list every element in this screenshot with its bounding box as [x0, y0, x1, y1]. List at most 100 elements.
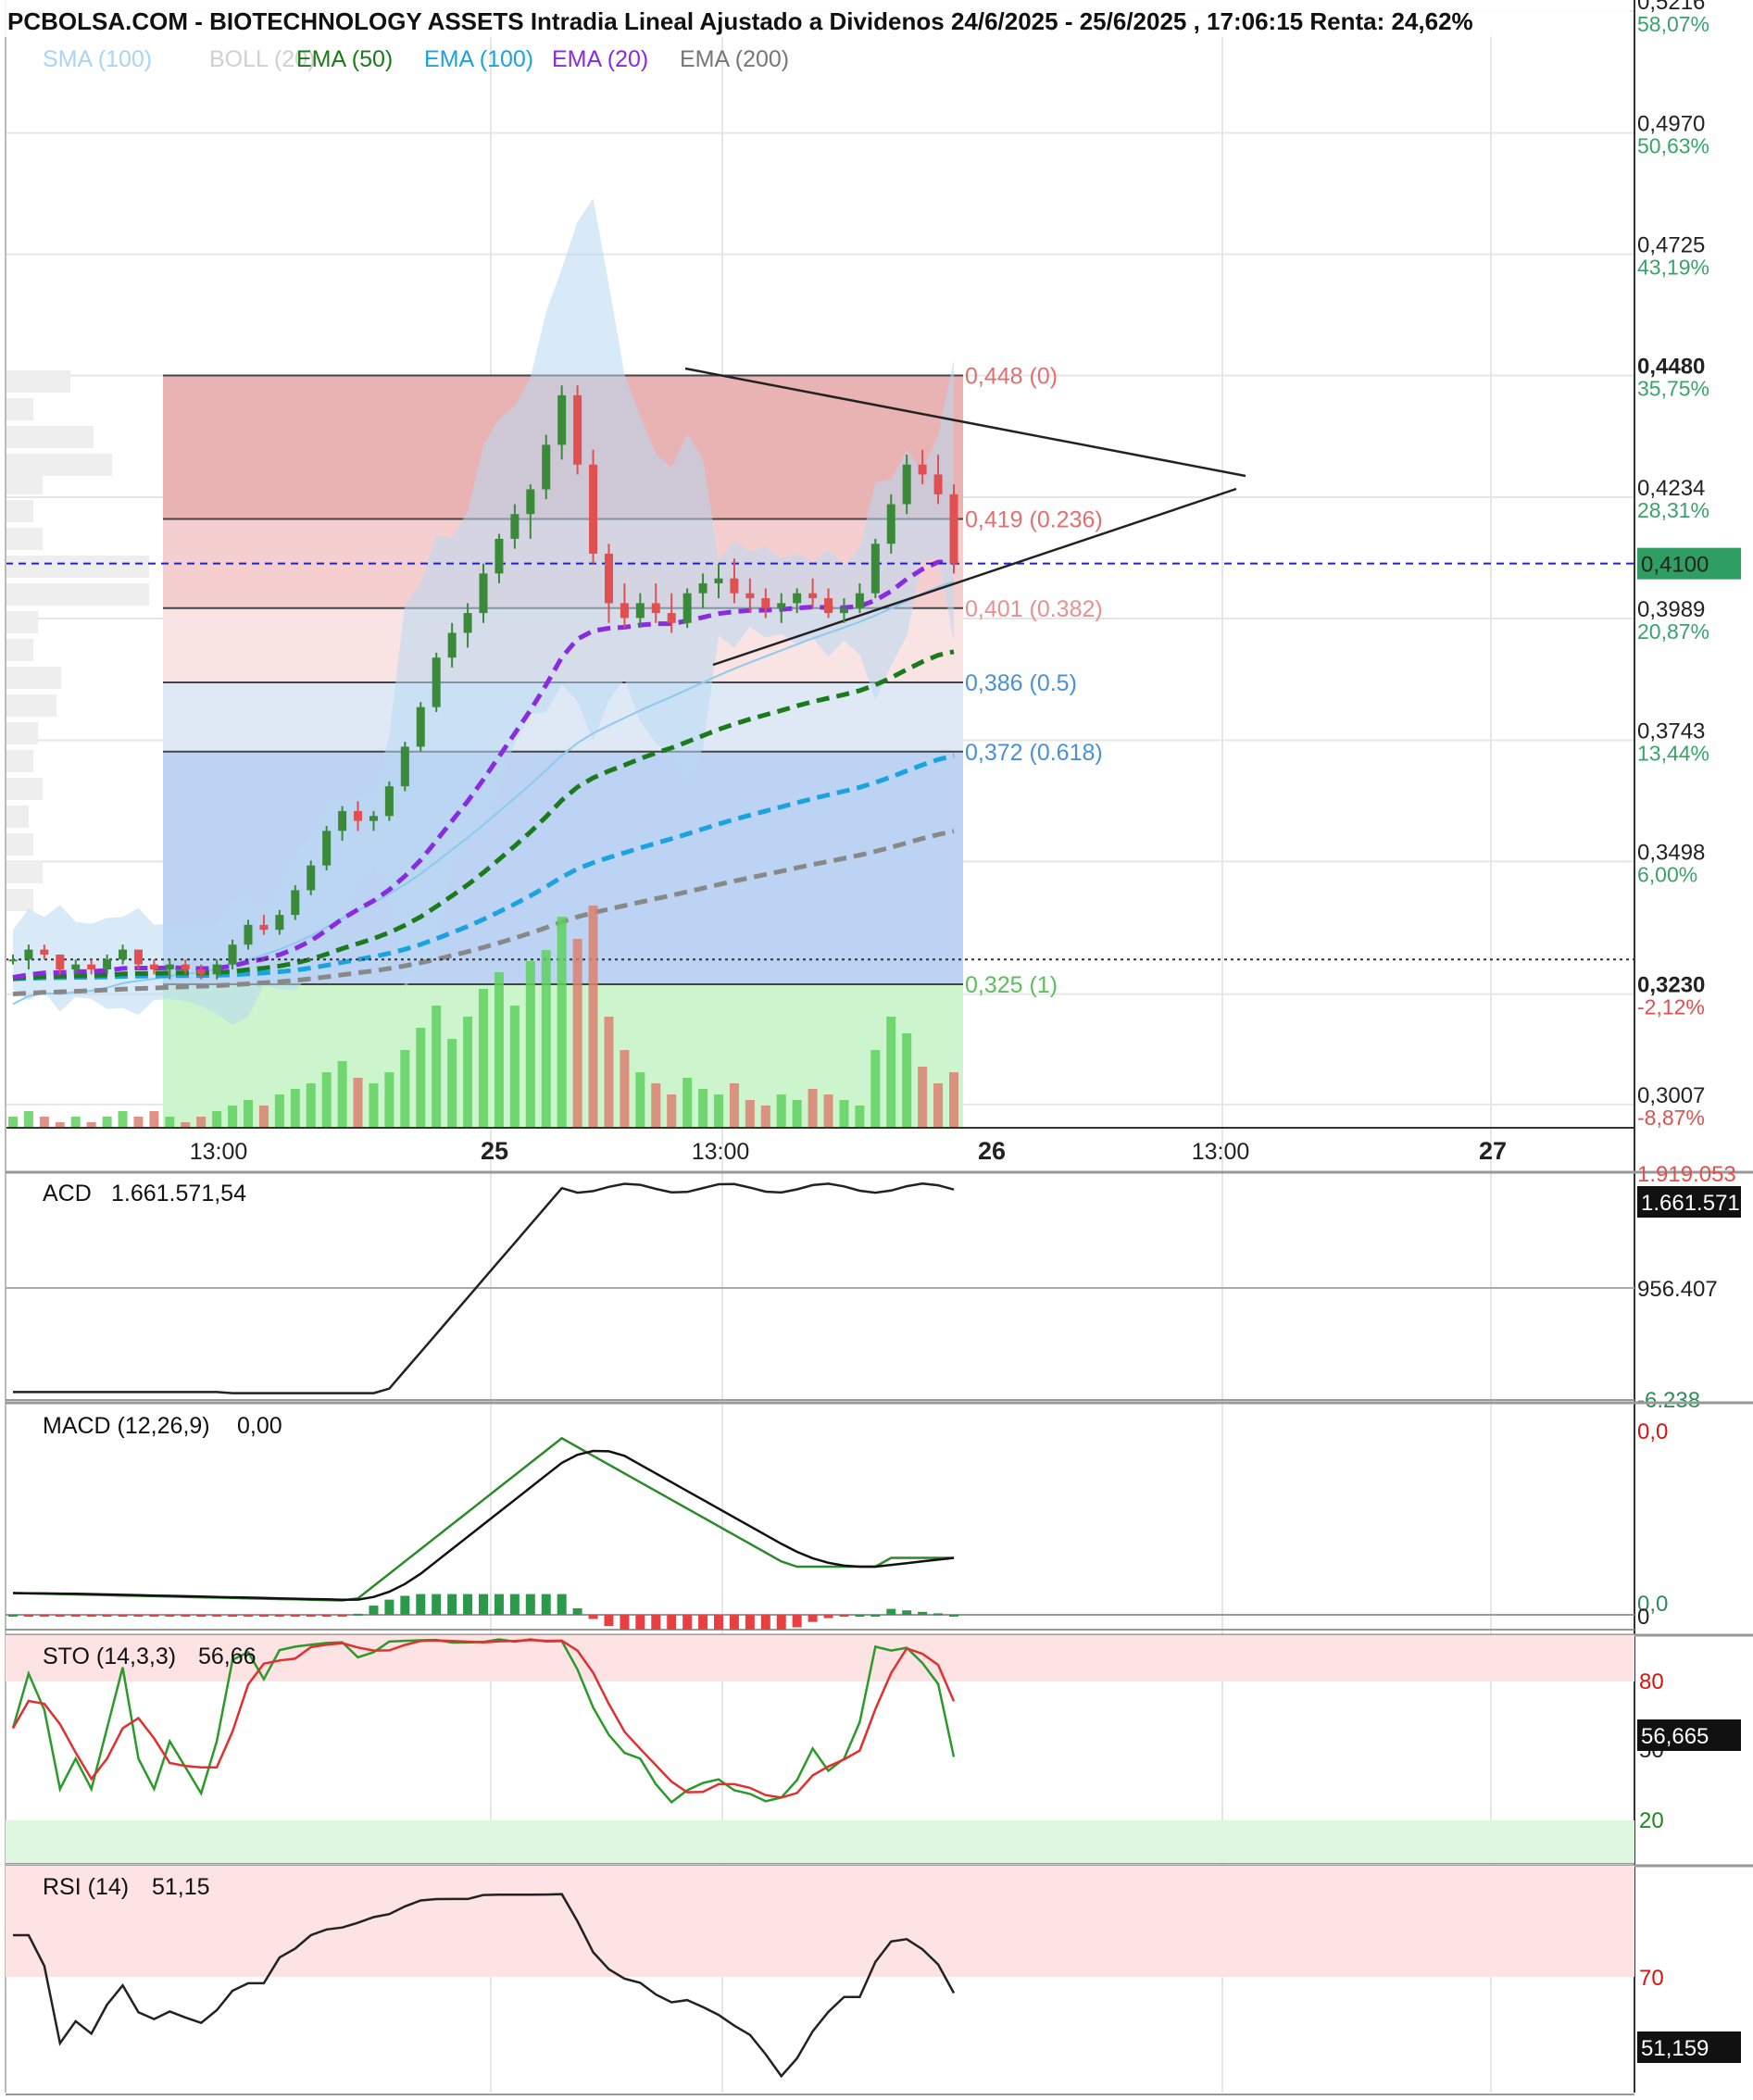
sto-last-badge — [1637, 1719, 1741, 1751]
candle-body — [495, 538, 504, 574]
sto-oversold-zone — [6, 1820, 1634, 1863]
percent-axis-label: 13,44% — [1637, 741, 1709, 765]
volume-bar — [258, 1106, 269, 1128]
fib-label: 0,325 (1) — [965, 972, 1058, 998]
fib-label: 0,401 (0.382) — [965, 596, 1103, 622]
volume-bar — [494, 972, 504, 1128]
volume-bar — [337, 1061, 347, 1128]
candle-body — [635, 603, 645, 619]
volume-profile-bar — [6, 778, 43, 800]
candle-body — [463, 613, 472, 633]
last-price-badge — [1637, 547, 1741, 580]
macd-histogram-bar — [714, 1615, 723, 1630]
macd-histogram-bar — [729, 1615, 739, 1630]
candle-body — [714, 578, 723, 584]
macd-histogram-bar — [133, 1615, 144, 1617]
volume-profile-bar — [6, 722, 38, 744]
macd-label: MACD (12,26,9) — [43, 1413, 210, 1439]
percent-axis-label: 58,07% — [1637, 12, 1709, 36]
percent-axis-label: 43,19% — [1637, 256, 1709, 280]
macd-histogram-bar — [760, 1615, 770, 1630]
candle-body — [24, 949, 33, 960]
candle-body — [745, 593, 755, 599]
price-axis-label: 0,3743 — [1637, 719, 1705, 744]
volume-profile-bar — [6, 583, 149, 606]
rsi-last-badge — [1637, 2031, 1741, 2063]
macd-histogram-bar — [541, 1594, 551, 1615]
macd-histogram-bar — [258, 1615, 269, 1617]
sto-level-80: 80 — [1639, 1669, 1664, 1694]
volume-bar — [228, 1106, 238, 1128]
macd-histogram-bar — [745, 1615, 755, 1630]
acd-axis-bottom: -6.238 — [1637, 1388, 1700, 1413]
macd-histogram-bar — [557, 1594, 567, 1615]
volume-bar — [290, 1089, 300, 1128]
x-tick-label: 13:00 — [1192, 1139, 1250, 1165]
candle-body — [87, 964, 96, 969]
volume-bar — [745, 1100, 755, 1128]
price-axis-label: 0,4234 — [1637, 476, 1705, 501]
candle-body — [651, 603, 660, 614]
macd-histogram-bar — [290, 1615, 300, 1617]
candle-body — [839, 607, 848, 614]
price-axis-label: 0,3498 — [1637, 840, 1705, 865]
volume-bar — [102, 1117, 112, 1128]
macd-histogram-bar — [902, 1610, 912, 1615]
price-axis-label: 0,3230 — [1637, 973, 1705, 998]
candle-body — [196, 969, 206, 975]
macd-axis-top: 0,0 — [1637, 1419, 1668, 1444]
acd-line — [13, 1182, 955, 1394]
volume-bar — [447, 1039, 457, 1128]
volume-profile-bar — [6, 426, 94, 448]
candle-body — [149, 964, 158, 969]
candle-body — [71, 964, 81, 969]
legend-entry: BOLL (20) — [209, 46, 315, 72]
macd-histogram-bar — [39, 1615, 49, 1617]
volume-profile-bar — [6, 889, 33, 911]
acd-label: ACD — [43, 1181, 92, 1206]
macd-histogram-bar — [102, 1615, 112, 1617]
candle-body — [212, 964, 221, 975]
candle-body — [698, 583, 707, 594]
candle-body — [761, 598, 770, 608]
volume-bar — [635, 1072, 645, 1128]
percent-axis-label: 28,31% — [1637, 498, 1709, 522]
volume-bar — [933, 1083, 944, 1128]
ema-50-line — [12, 649, 955, 981]
volume-bar — [557, 917, 567, 1128]
candle-body — [40, 949, 49, 955]
candle-body — [682, 593, 692, 623]
candle-body — [918, 464, 927, 475]
macd-histogram-bar — [70, 1615, 81, 1617]
x-tick-label: 25 — [481, 1137, 508, 1165]
volume-bar — [369, 1083, 379, 1128]
volume-bar — [133, 1117, 144, 1128]
macd-histogram-bar — [23, 1615, 33, 1617]
volume-bar — [776, 1094, 786, 1128]
volume-bar — [886, 1017, 896, 1128]
macd-histogram-bar — [55, 1615, 65, 1617]
candle-body — [322, 831, 332, 866]
rsi-line — [13, 1893, 956, 2079]
macd-histogram-bar — [667, 1615, 677, 1630]
macd-histogram-bar — [306, 1615, 316, 1617]
percent-axis-label: 50,63% — [1637, 134, 1709, 158]
candle-body — [526, 489, 535, 515]
price-axis-label: 0,3989 — [1637, 597, 1705, 622]
candle-body — [384, 786, 394, 817]
volume-bar — [39, 1117, 49, 1128]
volume-bar — [244, 1100, 253, 1128]
macd-histogram-bar — [870, 1615, 881, 1617]
volume-bar — [212, 1111, 222, 1128]
volume-bar — [620, 1050, 630, 1128]
macd-histogram-bar — [432, 1594, 442, 1615]
sto-last-value: 56,665 — [1641, 1724, 1709, 1749]
macd-histogram-bar — [196, 1615, 207, 1617]
macd-histogram-bar — [572, 1607, 582, 1615]
legend-entry: EMA (20) — [552, 46, 648, 72]
volume-profile-bar — [6, 667, 61, 689]
volume-bar — [902, 1033, 912, 1128]
macd-histogram-bar — [353, 1613, 363, 1616]
macd-histogram-bar — [494, 1594, 504, 1615]
